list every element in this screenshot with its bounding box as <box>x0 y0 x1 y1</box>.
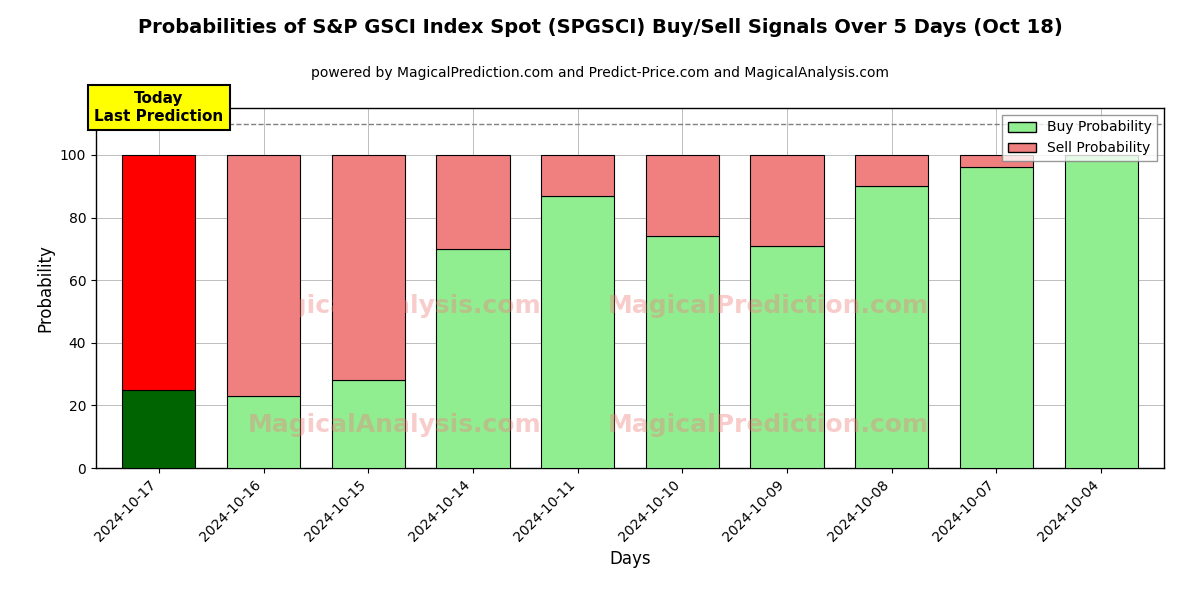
Text: MagicalPrediction.com: MagicalPrediction.com <box>608 294 930 318</box>
Y-axis label: Probability: Probability <box>36 244 54 332</box>
Text: Today
Last Prediction: Today Last Prediction <box>94 91 223 124</box>
Legend: Buy Probability, Sell Probability: Buy Probability, Sell Probability <box>1002 115 1157 161</box>
Bar <box>541 196 614 468</box>
Bar <box>960 167 1033 468</box>
Bar <box>122 390 196 468</box>
Bar <box>227 155 300 396</box>
Text: powered by MagicalPrediction.com and Predict-Price.com and MagicalAnalysis.com: powered by MagicalPrediction.com and Pre… <box>311 66 889 80</box>
Bar <box>331 155 404 380</box>
Bar <box>646 236 719 468</box>
Text: MagicalAnalysis.com: MagicalAnalysis.com <box>248 294 542 318</box>
Bar <box>541 155 614 196</box>
Bar <box>856 186 929 468</box>
Bar <box>227 396 300 468</box>
Bar <box>856 155 929 186</box>
Text: MagicalAnalysis.com: MagicalAnalysis.com <box>248 413 542 437</box>
Bar <box>750 246 823 468</box>
Bar <box>1064 155 1138 468</box>
Text: Probabilities of S&P GSCI Index Spot (SPGSCI) Buy/Sell Signals Over 5 Days (Oct : Probabilities of S&P GSCI Index Spot (SP… <box>138 18 1062 37</box>
Bar <box>646 155 719 236</box>
Bar <box>437 249 510 468</box>
Bar <box>331 380 404 468</box>
X-axis label: Days: Days <box>610 550 650 568</box>
Bar <box>437 155 510 249</box>
Text: MagicalPrediction.com: MagicalPrediction.com <box>608 413 930 437</box>
Bar <box>122 155 196 390</box>
Bar <box>960 155 1033 167</box>
Bar <box>750 155 823 246</box>
